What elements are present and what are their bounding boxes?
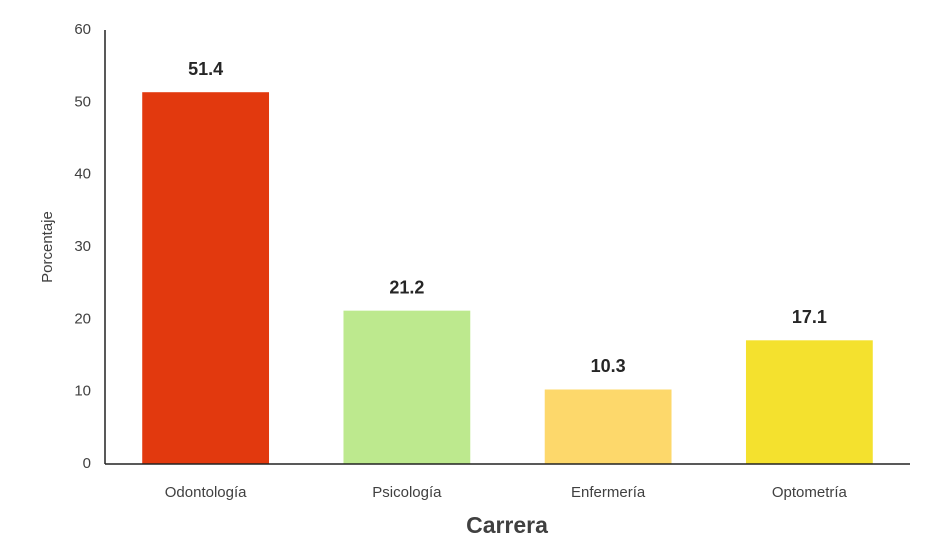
bar <box>745 340 873 464</box>
y-tick-label: 10 <box>74 383 91 400</box>
x-tick-label: Enfermería <box>571 484 646 501</box>
x-tick-label: Psicología <box>372 484 442 501</box>
y-tick-label: 40 <box>74 166 91 183</box>
data-label: 10.3 <box>591 356 626 376</box>
y-tick-label: 0 <box>83 455 91 472</box>
data-label: 21.2 <box>389 277 424 297</box>
data-label: 51.4 <box>188 59 223 79</box>
x-tick-label: Odontología <box>165 484 247 501</box>
x-tick-label: Optometría <box>772 484 848 501</box>
bar <box>343 310 471 464</box>
y-tick-label: 20 <box>74 310 91 327</box>
y-tick-label: 50 <box>74 93 91 110</box>
x-axis-title: Carrera <box>466 512 548 538</box>
data-label: 17.1 <box>792 307 827 327</box>
y-tick-label: 60 <box>74 21 91 38</box>
bar <box>142 92 270 464</box>
bar <box>544 389 672 464</box>
y-tick-label: 30 <box>74 238 91 255</box>
y-axis-title: Porcentaje <box>39 211 56 283</box>
